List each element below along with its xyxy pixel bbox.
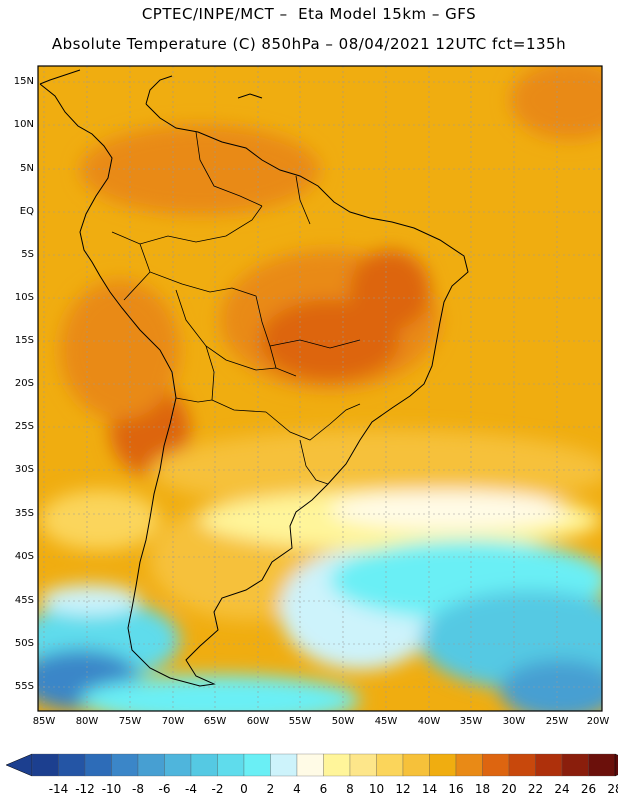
temperature-colorbar bbox=[5, 753, 618, 777]
colorbar-cell bbox=[217, 753, 245, 777]
lon-label: 45W bbox=[374, 716, 398, 727]
lat-label: 10N bbox=[13, 119, 34, 130]
lon-label: 55W bbox=[288, 716, 312, 727]
colorbar-tick-label: 26 bbox=[580, 782, 597, 796]
lat-label: 15S bbox=[14, 335, 34, 346]
colorbar-cell bbox=[508, 753, 536, 777]
lon-label: 25W bbox=[545, 716, 569, 727]
colorbar-tick-label: -4 bbox=[185, 782, 197, 796]
colorbar-tick-label: 20 bbox=[501, 782, 517, 796]
colorbar-cell bbox=[270, 753, 298, 777]
lon-label: 65W bbox=[203, 716, 227, 727]
temperature-field bbox=[38, 66, 602, 711]
colorbar-cell bbox=[349, 753, 377, 777]
colorbar-tick-label: 8 bbox=[346, 782, 354, 796]
colorbar-tick-label: -10 bbox=[101, 782, 122, 796]
colorbar-cell bbox=[402, 753, 430, 777]
colorbar-cell bbox=[482, 753, 510, 777]
map-graticule bbox=[38, 66, 602, 711]
colorbar-tick-label: -12 bbox=[75, 782, 95, 796]
colorbar-tick-label: 4 bbox=[293, 782, 301, 796]
colorbar-tick-label: 16 bbox=[448, 782, 464, 796]
map-frame bbox=[37, 65, 603, 712]
colorbar-cell bbox=[429, 753, 457, 777]
colorbar-cell bbox=[58, 753, 86, 777]
map-title-line2: Absolute Temperature (C) 850hPa – 08/04/… bbox=[51, 35, 567, 53]
lon-label: 20W bbox=[586, 716, 610, 727]
colorbar-tick-label: -6 bbox=[158, 782, 171, 796]
colorbar-tick-label: 10 bbox=[368, 782, 385, 796]
map-title-line1: CPTEC/INPE/MCT – Eta Model 15km – GFS bbox=[141, 5, 477, 23]
colorbar-cell bbox=[561, 753, 589, 777]
lon-label: 80W bbox=[75, 716, 99, 727]
lon-label: 60W bbox=[246, 716, 270, 727]
lon-label: 75W bbox=[118, 716, 142, 727]
colorbar-tick-label: 0 bbox=[240, 782, 248, 796]
colorbar-cell bbox=[376, 753, 404, 777]
colorbar-cell bbox=[243, 753, 271, 777]
colorbar-cell bbox=[296, 753, 324, 777]
coastline bbox=[39, 69, 469, 687]
lat-label: 55S bbox=[14, 681, 34, 692]
colorbar-tick-label: 2 bbox=[266, 782, 275, 796]
lon-label: 70W bbox=[161, 716, 185, 727]
colorbar-cell bbox=[190, 753, 218, 777]
lat-label: 45S bbox=[14, 595, 34, 606]
lon-label: 50W bbox=[331, 716, 355, 727]
lon-label: 85W bbox=[32, 716, 56, 727]
country-borders bbox=[111, 131, 361, 485]
lat-label: 25S bbox=[14, 421, 34, 432]
lon-label: 35W bbox=[459, 716, 483, 727]
lat-label: 30S bbox=[14, 464, 34, 475]
colorbar-tick-label: 28 bbox=[607, 782, 618, 796]
colorbar-arrow-low bbox=[5, 753, 33, 777]
colorbar-cell bbox=[323, 753, 351, 777]
colorbar-tick-label: 18 bbox=[474, 782, 491, 796]
colorbar-arrow-high bbox=[614, 753, 618, 777]
lat-label: 50S bbox=[14, 638, 34, 649]
colorbar-tick-label: 14 bbox=[421, 782, 438, 796]
lon-label: 30W bbox=[502, 716, 526, 727]
colorbar-tick-label: -14 bbox=[48, 782, 69, 796]
lon-label: 40W bbox=[417, 716, 441, 727]
lat-label: 5S bbox=[21, 249, 34, 260]
colorbar-tick-label: 24 bbox=[554, 782, 570, 796]
colorbar-tick-label: 12 bbox=[395, 782, 411, 796]
lat-label: 35S bbox=[14, 508, 34, 519]
lat-label: 10S bbox=[14, 292, 34, 303]
lat-label: 20S bbox=[14, 378, 34, 389]
lat-label: EQ bbox=[19, 206, 34, 217]
lat-label: 5N bbox=[20, 163, 34, 174]
colorbar-cell bbox=[84, 753, 112, 777]
colorbar-tick-label: 6 bbox=[319, 782, 328, 796]
colorbar-cell bbox=[455, 753, 483, 777]
lat-label: 40S bbox=[14, 551, 34, 562]
colorbar-cell bbox=[588, 753, 616, 777]
colorbar-tick-label: -8 bbox=[132, 782, 144, 796]
colorbar-cell bbox=[535, 753, 563, 777]
colorbar-tick-label: -2 bbox=[211, 782, 224, 796]
colorbar-cell bbox=[164, 753, 192, 777]
colorbar-tick-label: 22 bbox=[527, 782, 544, 796]
colorbar-cell bbox=[31, 753, 59, 777]
colorbar-cell bbox=[137, 753, 165, 777]
colorbar-cell bbox=[111, 753, 139, 777]
lat-label: 15N bbox=[13, 76, 34, 87]
